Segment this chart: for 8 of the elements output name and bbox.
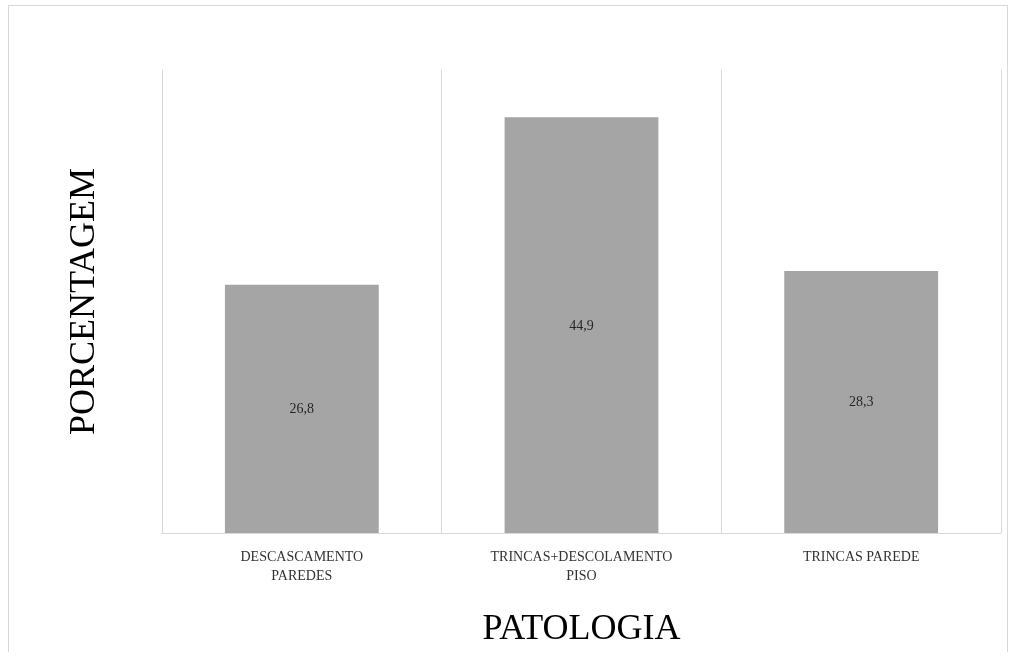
x-tick-label: TRINCAS+DESCOLAMENTO PISO [490, 549, 673, 583]
x-tick-label: DESCASCAMENTO PAREDES [240, 549, 364, 583]
data-label: 26,8 [289, 401, 315, 417]
x-tick-label: TRINCAS PAREDE [802, 549, 920, 564]
data-label: 28,3 [848, 394, 874, 410]
y-axis-title: PORCENTAGEM [62, 167, 102, 436]
x-axis-title: PATOLOGIA [482, 607, 681, 647]
data-label: 44,9 [569, 317, 594, 333]
